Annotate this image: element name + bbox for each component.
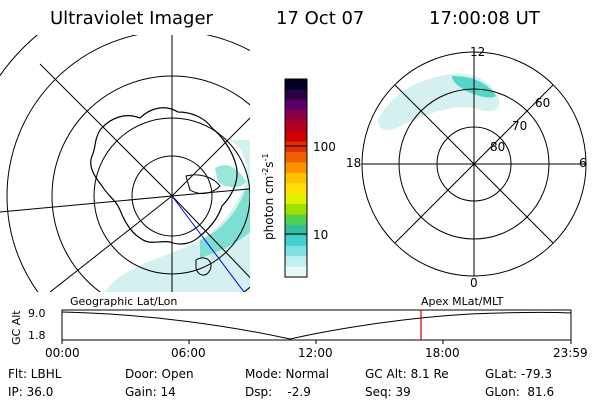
colorbar-segment [285, 110, 307, 122]
mlat-label-60: 60 [535, 96, 551, 110]
timeline-xtick-0: 00:00 [45, 346, 80, 360]
timeline-xtick-2: 12:00 [298, 346, 333, 360]
timeline-ytick-1-8: 1.8 [28, 329, 46, 342]
colorbar-unit-label: photon cm-2s-1 [261, 153, 276, 240]
door-status: Door: Open [125, 367, 194, 381]
timeline-ylabel: GC Alt [10, 310, 23, 345]
mlat-label-70: 70 [512, 119, 528, 133]
timeline-xtick-1: 06:00 [171, 346, 206, 360]
mlt-label-6: 6 [579, 156, 587, 170]
colorbar-segment [285, 79, 307, 90]
colorbar-segment [285, 89, 307, 101]
colorbar-segment [285, 235, 307, 247]
uv-image-region [105, 140, 250, 292]
colorbar [285, 79, 307, 278]
time-label: 17:00:08 UT [429, 8, 540, 29]
timeline-ytick-9: 9.0 [28, 307, 46, 320]
colorbar-segment [285, 245, 307, 257]
uv-image-bright [200, 188, 250, 258]
colorbar-segment [285, 120, 307, 132]
timeline-xtick-3: 18:00 [425, 346, 460, 360]
mlat-label-80: 80 [490, 140, 506, 154]
projection-line [171, 195, 245, 292]
filter-status: Flt: LBHL [8, 367, 62, 381]
timeline-right-caption: Apex MLat/MLT [421, 295, 504, 308]
gc-alt-status: GC Alt: 8.1 Re [365, 367, 449, 381]
polar-plot [361, 51, 587, 277]
timeline-xtick-4: 23:59 [553, 346, 588, 360]
mode-status: Mode: Normal [245, 367, 329, 381]
colorbar-segment [285, 172, 307, 184]
timeline-left-caption: Geographic Lat/Lon [70, 295, 178, 308]
colorbar-segment [285, 204, 307, 215]
colorbar-segment [285, 266, 307, 278]
timeline-panel [61, 309, 572, 344]
mlt-label-18: 18 [346, 156, 362, 170]
colorbar-segment [285, 141, 307, 153]
seq-status: Seq: 39 [365, 385, 411, 399]
colorbar-segment [285, 214, 307, 226]
colorbar-tick-100: 100 [313, 140, 336, 154]
polar-uv-region [378, 73, 500, 130]
colorbar-tick-10: 10 [313, 228, 329, 242]
date-label: 17 Oct 07 [276, 8, 365, 29]
app-title: Ultraviolet Imager [50, 8, 213, 29]
colorbar-segment [285, 224, 307, 236]
colorbar-segment [285, 256, 307, 268]
mlt-label-12: 12 [470, 45, 486, 59]
altitude-curve [61, 311, 572, 340]
colorbar-segment [285, 162, 307, 174]
dsp-status: Dsp: -2.9 [245, 385, 311, 399]
gain-status: Gain: 14 [125, 385, 176, 399]
colorbar-segment [285, 151, 307, 163]
ip-status: IP: 36.0 [8, 385, 54, 399]
coastline [90, 107, 238, 245]
mlt-label-0: 0 [470, 276, 478, 290]
colorbar-segment [285, 99, 307, 111]
colorbar-segment [285, 193, 307, 205]
colorbar-segment [285, 183, 307, 195]
colorbar-segment [285, 131, 307, 143]
glat-status: GLat: -79.3 [485, 367, 552, 381]
glon-status: GLon: 81.6 [485, 385, 555, 399]
geographic-map [0, 35, 250, 292]
